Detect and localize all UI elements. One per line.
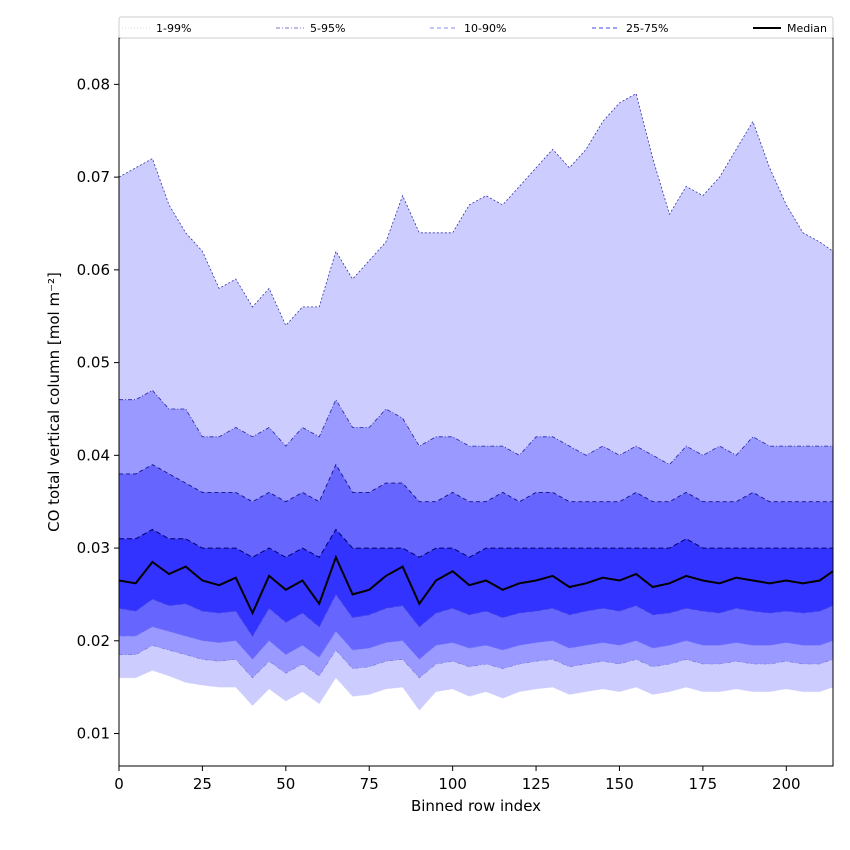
percentile-lines bbox=[118, 92, 834, 711]
legend-label: 10-90% bbox=[464, 22, 506, 35]
x-tick-label: 75 bbox=[360, 775, 379, 793]
y-tick-label: 0.06 bbox=[77, 261, 110, 279]
series-line-99-pct bbox=[118, 92, 834, 327]
y-tick-label: 0.03 bbox=[77, 539, 110, 557]
y-tick-label: 0.05 bbox=[77, 354, 110, 372]
x-tick-label: 150 bbox=[605, 775, 634, 793]
series-line-25-pct bbox=[118, 593, 834, 637]
y-tick-label: 0.08 bbox=[77, 75, 110, 93]
series-line-median bbox=[118, 554, 834, 616]
x-tick-label: 175 bbox=[689, 775, 718, 793]
x-tick-label: 200 bbox=[772, 775, 801, 793]
y-tick-label: 0.02 bbox=[77, 632, 110, 650]
legend-label: 5-95% bbox=[310, 22, 345, 35]
x-axis-label: Binned row index bbox=[411, 797, 541, 815]
legend-frame bbox=[118, 16, 834, 39]
x-tick-label: 125 bbox=[522, 775, 551, 793]
y-axis-label: CO total vertical column [mol m⁻²] bbox=[45, 272, 63, 532]
y-axis: 0.01 0.02 0.03 0.04 0.05 0.06 0.07 0.08 bbox=[77, 75, 119, 743]
legend: 1-99% 5-95% 10-90% 25-75% Median bbox=[118, 16, 834, 39]
y-tick-label: 0.01 bbox=[77, 725, 110, 743]
x-tick-label: 0 bbox=[114, 775, 124, 793]
x-tick-label: 100 bbox=[438, 775, 467, 793]
series-line-5-pct bbox=[119, 645, 834, 679]
legend-label: 25-75% bbox=[626, 22, 668, 35]
legend-label: 1-99% bbox=[156, 22, 191, 35]
series-line-75-pct bbox=[119, 528, 833, 558]
x-tick-label: 25 bbox=[193, 775, 212, 793]
series-line-90-pct bbox=[119, 463, 833, 503]
y-tick-label: 0.04 bbox=[77, 446, 110, 464]
x-tick-label: 50 bbox=[276, 775, 295, 793]
x-axis: 0 25 50 75 100 125 150 175 200 bbox=[114, 766, 801, 793]
percentile-bands bbox=[119, 93, 833, 711]
y-tick-label: 0.07 bbox=[77, 168, 110, 186]
legend-label: Median bbox=[787, 22, 827, 35]
series-line-10-pct bbox=[119, 626, 834, 660]
